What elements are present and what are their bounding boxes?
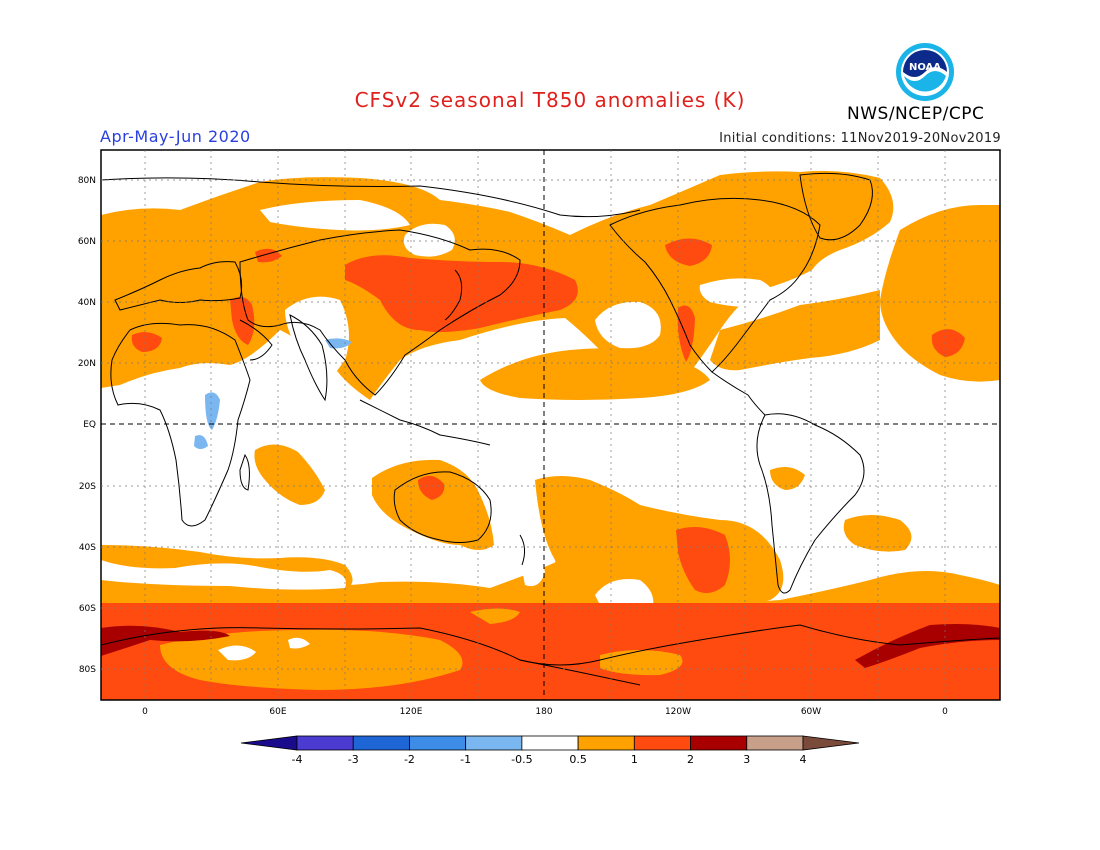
colorbar-label: -0.5 <box>511 753 532 766</box>
lon-label: 60E <box>269 707 286 717</box>
colorbar-label: -3 <box>348 753 359 766</box>
longitude-labels: 0 60E 120E 180 120W 60W 0 <box>142 707 948 717</box>
colorbar-label: 2 <box>687 753 694 766</box>
colorbar: -4 -3 -2 -1 -0.5 0.5 1 2 3 4 <box>240 735 860 766</box>
map-frame <box>100 149 1001 701</box>
lon-label: 180 <box>535 707 552 717</box>
colorbar-arrow-low <box>240 735 298 751</box>
organization-label: NWS/NCEP/CPC <box>847 104 985 124</box>
lat-label: 40N <box>78 298 96 308</box>
colorbar-box <box>633 735 691 751</box>
lat-label: 80N <box>78 176 96 186</box>
colorbar-box <box>465 735 523 751</box>
lon-label: 0 <box>942 707 948 717</box>
colorbar-box <box>296 735 354 751</box>
latitude-labels: 80N 60N 40N 20N EQ 20S 40S 60S 80S <box>78 176 96 675</box>
lon-label: 120W <box>665 707 691 717</box>
anomaly-field <box>101 150 1000 700</box>
svg-text:NOAA: NOAA <box>909 62 941 73</box>
lon-label: 0 <box>142 707 148 717</box>
lat-label: EQ <box>83 420 96 430</box>
noaa-logo: NOAA <box>896 43 954 101</box>
colorbar-box <box>409 735 467 751</box>
coastlines <box>101 172 1000 686</box>
lat-label: 60S <box>79 604 96 614</box>
colorbar-label: 0.5 <box>569 753 587 766</box>
colorbar-box <box>577 735 635 751</box>
reference-lines <box>101 150 1000 700</box>
lon-label: 60W <box>801 707 821 717</box>
lat-label: 20S <box>79 482 96 492</box>
chart-title: CFSv2 seasonal T850 anomalies (K) <box>354 88 746 112</box>
colorbar-box <box>521 735 579 751</box>
colorbar-box <box>690 735 748 751</box>
lon-label: 120E <box>400 707 423 717</box>
colorbar-arrow-high <box>802 735 860 751</box>
colorbar-label: 4 <box>800 753 807 766</box>
colorbar-box <box>352 735 410 751</box>
forecast-period: Apr-May-Jun 2020 <box>100 127 251 146</box>
lat-label: 20N <box>78 359 96 369</box>
colorbar-label: -2 <box>404 753 415 766</box>
graticule <box>101 150 1000 700</box>
colorbar-label: 1 <box>631 753 638 766</box>
colorbar-label: -4 <box>292 753 303 766</box>
lat-label: 40S <box>79 543 96 553</box>
colorbar-label: 3 <box>743 753 750 766</box>
initial-conditions: Initial conditions: 11Nov2019-20Nov2019 <box>719 131 1001 146</box>
lat-label: 60N <box>78 237 96 247</box>
colorbar-label: -1 <box>460 753 471 766</box>
lat-label: 80S <box>79 665 96 675</box>
colorbar-box <box>746 735 804 751</box>
